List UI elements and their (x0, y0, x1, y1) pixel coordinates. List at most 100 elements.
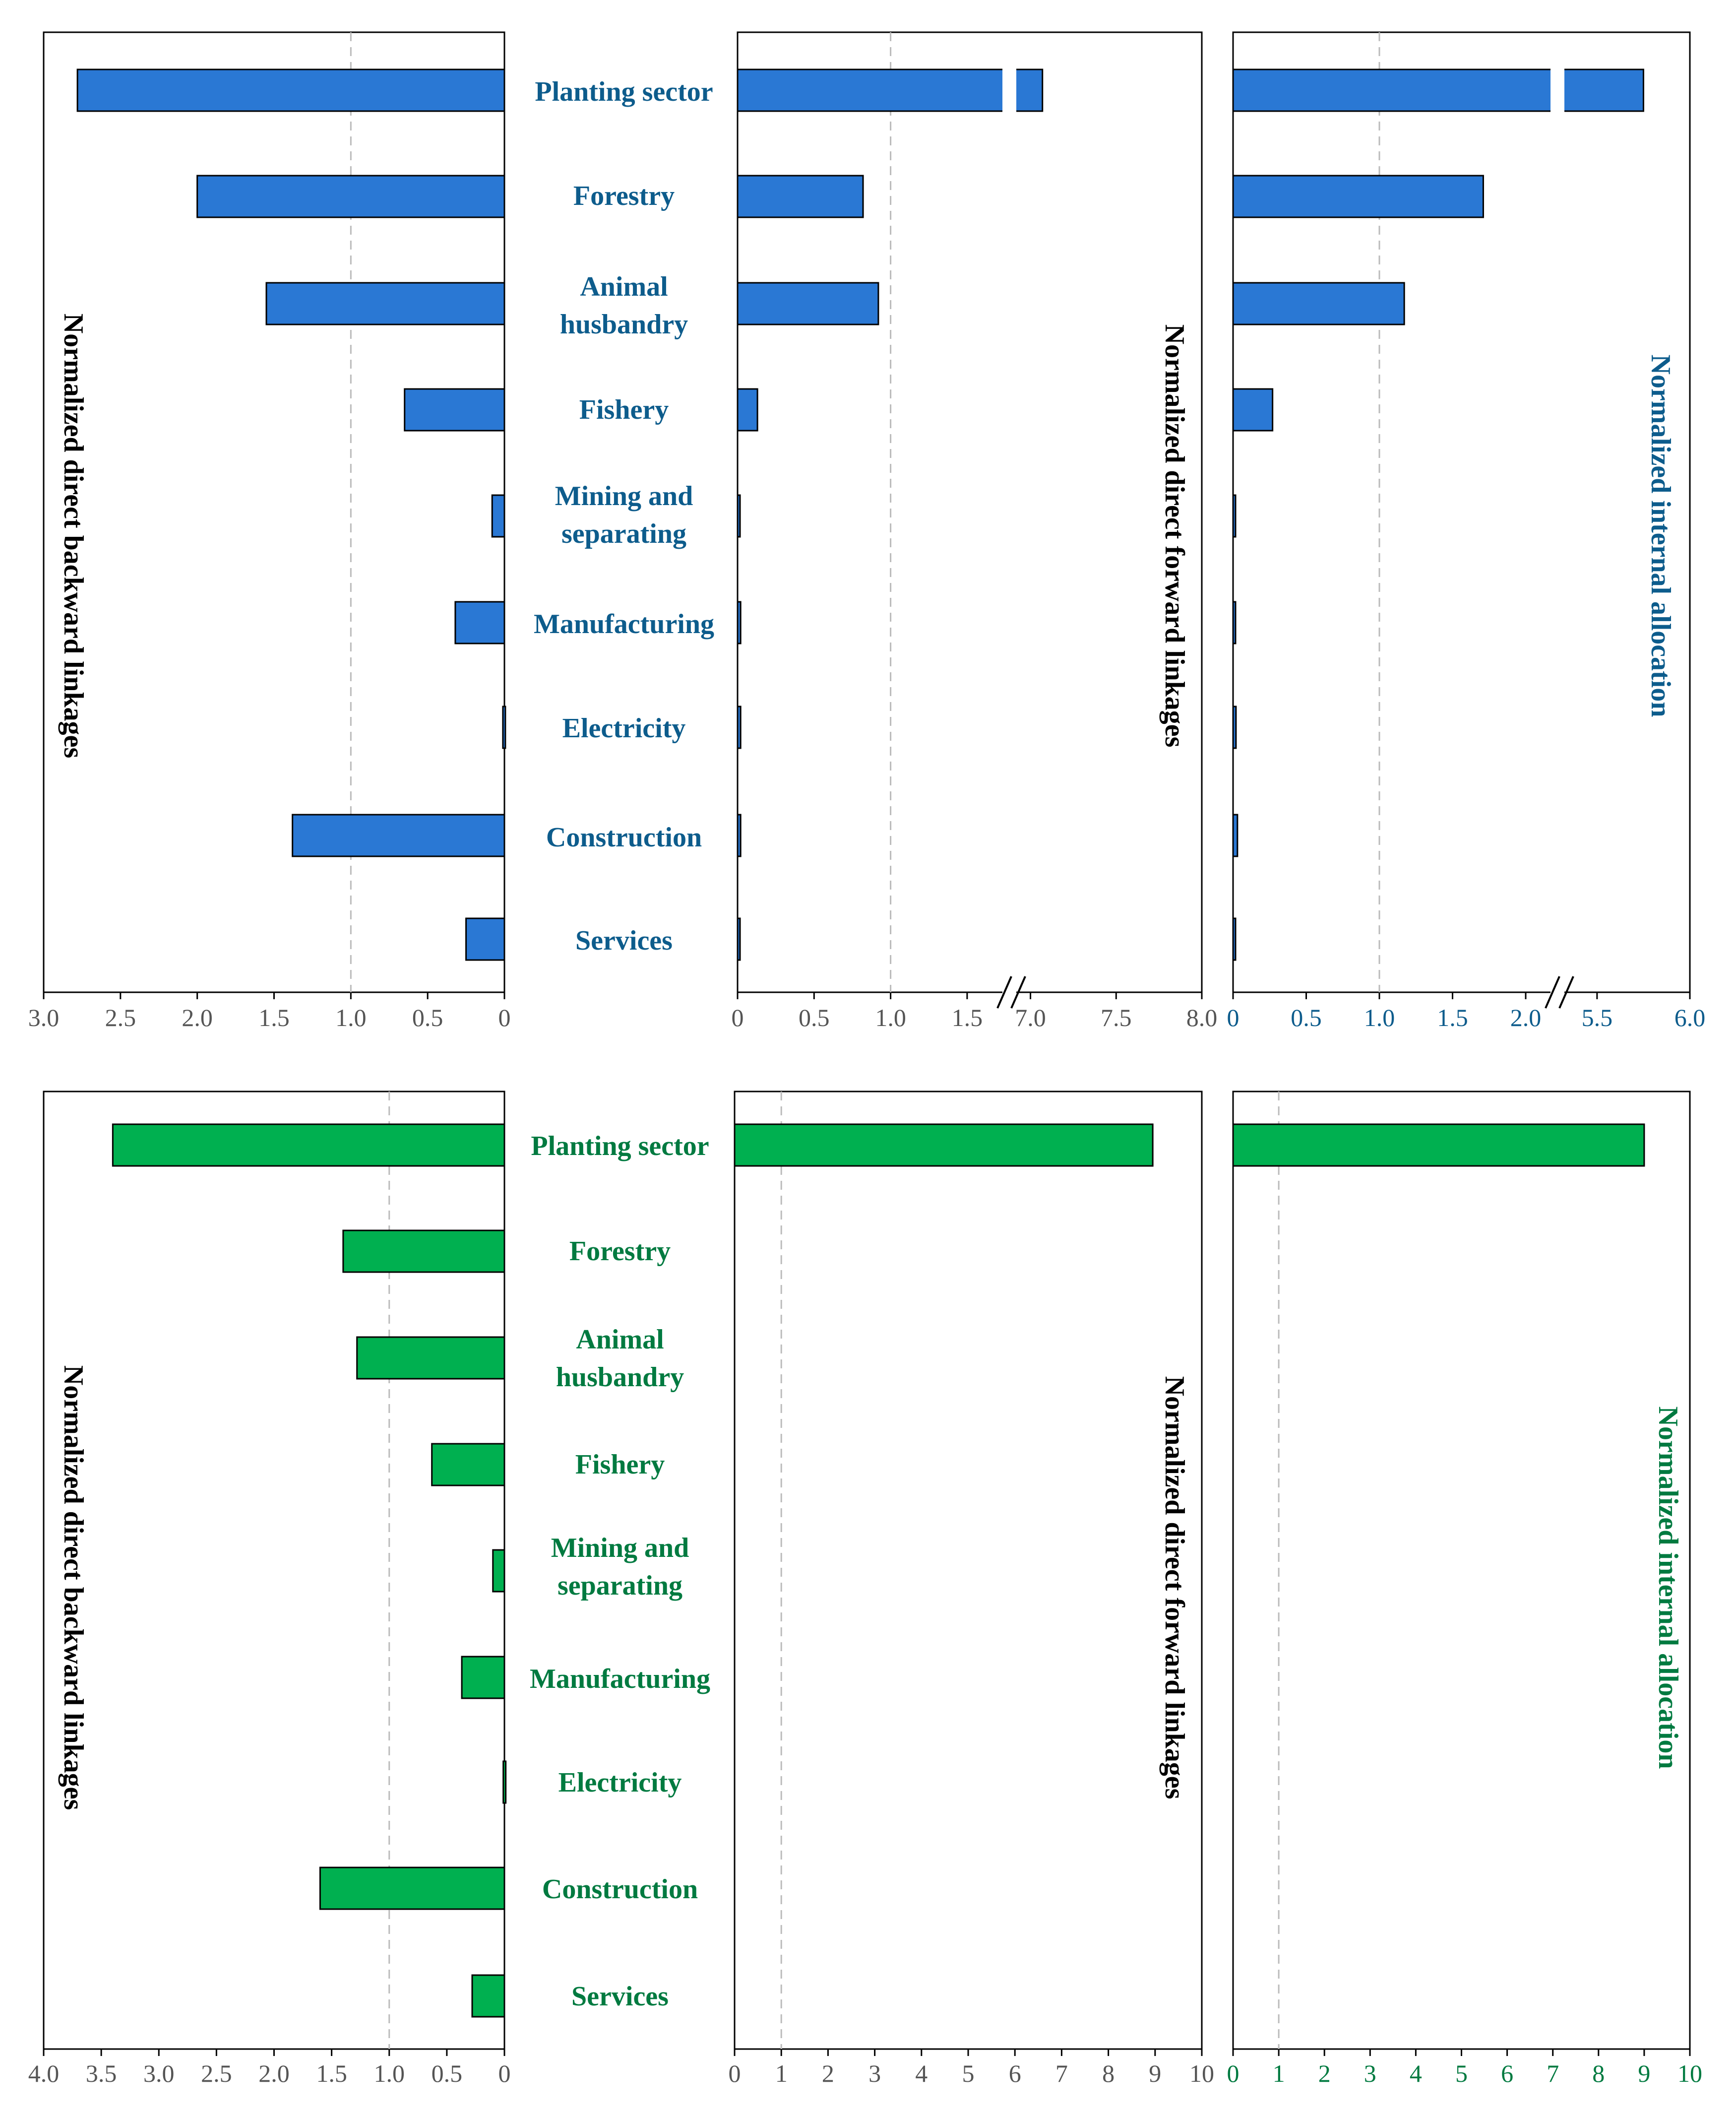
tick-label: 2.0 (258, 2059, 290, 2087)
tick-label: 3 (868, 2059, 881, 2087)
tick-label: 5 (1455, 2059, 1468, 2087)
bar-2 (342, 1229, 505, 1273)
tick-label: 0.5 (412, 1004, 443, 1031)
tick-label: 8 (1592, 2059, 1605, 2087)
tick-label: 0.5 (432, 2059, 463, 2087)
tick-label: 1 (1273, 2059, 1285, 2087)
plot-frame (734, 1091, 1203, 2050)
bar-3 (737, 282, 879, 325)
bar-4 (431, 1443, 505, 1486)
tick-label: 4.0 (28, 2059, 60, 2087)
category-label: Services (575, 925, 673, 956)
category-label: separating (558, 1570, 682, 1601)
tick-label: 9 (1638, 2059, 1650, 2087)
category-label: Fishery (579, 394, 669, 425)
bar-2 (196, 175, 505, 218)
tick-label: 8.0 (1186, 1004, 1218, 1031)
category-label: husbandry (560, 309, 688, 340)
tick-label: 2.5 (201, 2059, 232, 2087)
category-label: Electricity (562, 713, 686, 744)
bar-5 (737, 494, 741, 538)
tick-label: 9 (1149, 2059, 1161, 2087)
panel-top-backward: 3.0 2.5 2.0 1.5 1.0 0.5 0 Normalized direct bac… (28, 31, 511, 1031)
bar-8 (1232, 814, 1239, 857)
bar-8 (319, 1866, 505, 1910)
bar-7 (1232, 706, 1237, 749)
tick-label: 4 (1410, 2059, 1422, 2087)
bar-5 (492, 1549, 505, 1593)
tick-label: 3.5 (86, 2059, 117, 2087)
tick-label: 1 (775, 2059, 788, 2087)
plot-frame (1232, 1091, 1691, 2050)
bar-1 (1232, 68, 1644, 112)
tick-label: 0 (498, 2059, 511, 2087)
category-label: Electricity (558, 1767, 682, 1798)
tick-label: 6.0 (1674, 1004, 1706, 1031)
tick-label: 7 (1547, 2059, 1559, 2087)
bar-7 (502, 706, 506, 749)
category-label: Animal (576, 1324, 664, 1355)
tick-label: 7.5 (1101, 1004, 1132, 1031)
bar-2 (737, 175, 864, 218)
category-label: Fishery (575, 1449, 665, 1480)
category-label: Planting sector (531, 1131, 709, 1161)
bar-1 (737, 68, 1044, 112)
bar-1 (1232, 1123, 1645, 1167)
panel-top-forward: 0 0.5 1.0 1.5 7.0 7.5 8.0 Normalized direct for… (732, 31, 1218, 1031)
tick-label: 6 (1009, 2059, 1021, 2087)
bar-1 (76, 68, 505, 112)
tick-label: 0 (732, 1004, 744, 1031)
category-label: Mining and (551, 1533, 689, 1563)
tick-label: 3.0 (28, 1004, 60, 1031)
bar-break-gap (1002, 67, 1016, 113)
bar-6 (1232, 601, 1237, 644)
bar-3 (356, 1336, 505, 1380)
axis-break-mark (1010, 976, 1026, 1009)
tick-label: 3 (1364, 2059, 1376, 2087)
tick-label: 5.5 (1582, 1004, 1613, 1031)
panel-top-internal: 0 0.5 1.0 1.5 2.0 5.5 6.0 Normalized internal a… (1227, 31, 1706, 1031)
category-label: Services (571, 1981, 669, 2012)
bar-break-gap (1550, 67, 1564, 113)
axis-break-mark (996, 976, 1012, 1009)
bar-5 (1232, 494, 1237, 538)
panel-bottom-forward: 0 1 2 3 4 5 6 7 8 9 10 Normalized direct forward li… (729, 1091, 1214, 2087)
bar-9 (465, 917, 505, 961)
tick-label: 0 (498, 1004, 511, 1031)
tick-label: 2.5 (105, 1004, 136, 1031)
tick-label: 2 (1318, 2059, 1331, 2087)
tick-label: 10 (1189, 2059, 1214, 2087)
bar-1 (734, 1123, 1154, 1167)
tick-label: 2.0 (182, 1004, 213, 1031)
bar-8 (292, 814, 505, 857)
bar-4 (1232, 388, 1274, 432)
tick-label: 7.0 (1015, 1004, 1046, 1031)
tick-label: 0.5 (799, 1004, 830, 1031)
tick-label: 10 (1677, 2059, 1702, 2087)
tick-label: 0.5 (1291, 1004, 1322, 1031)
bar-3 (265, 282, 505, 325)
axis-break-mark (1545, 976, 1560, 1009)
category-label: Construction (542, 1874, 698, 1905)
bar-1 (112, 1123, 505, 1167)
tick-label: 6 (1501, 2059, 1513, 2087)
panel-bottom-backward: 4.0 3.5 3.0 2.5 2.0 1.5 1.0 0.5 0 Normalized dire… (28, 1091, 511, 2087)
category-label: separating (561, 518, 686, 549)
bar-8 (737, 814, 742, 857)
axis-title: Normalized direct backward linkages (58, 314, 89, 758)
axis-title: Normalized internal allocation (1645, 354, 1676, 717)
tick-label: 1.0 (875, 1004, 906, 1031)
bar-3 (1232, 282, 1405, 325)
tick-label: 2 (822, 2059, 834, 2087)
category-label: husbandry (556, 1362, 684, 1393)
bar-2 (1232, 175, 1484, 218)
bar-6 (461, 1656, 505, 1699)
bar-4 (737, 388, 758, 432)
tick-label: 1.0 (335, 1004, 367, 1031)
bar-7 (737, 706, 742, 749)
axis-title: Normalized direct forward linkages (1159, 324, 1190, 748)
bar-6 (454, 601, 505, 644)
tick-label: 0 (729, 2059, 741, 2087)
bar-7 (502, 1760, 507, 1804)
